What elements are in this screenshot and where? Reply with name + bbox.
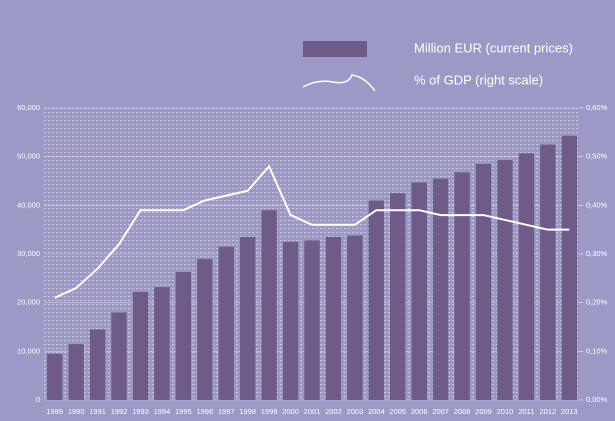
bar: [175, 272, 192, 400]
x-tick-label: 2001: [304, 407, 321, 416]
bar: [197, 258, 213, 400]
bar: [325, 236, 342, 400]
bar: [239, 236, 256, 400]
x-tick-label: 2008: [454, 407, 471, 416]
y-tick-label: 20,000: [17, 298, 40, 307]
x-tick-label: 2003: [347, 407, 364, 416]
y-tick-label: 40,000: [17, 200, 40, 209]
x-tick-label: 2007: [432, 407, 449, 416]
y-tick-label: 30,000: [17, 249, 40, 258]
bar: [561, 135, 577, 401]
bar: [432, 178, 449, 400]
x-tick-label: 2011: [518, 407, 534, 416]
x-tick-label: 2013: [561, 407, 578, 416]
y-tick-label: 50,000: [17, 152, 40, 161]
x-tick-label: 2006: [411, 407, 428, 416]
x-tick-label: 1993: [132, 407, 149, 416]
bar: [132, 291, 149, 400]
bar: [368, 200, 385, 400]
bar: [518, 153, 535, 400]
x-tick-label: 2000: [282, 407, 299, 416]
bar: [454, 172, 470, 400]
x-tick-label: 1999: [261, 407, 278, 416]
bar: [540, 144, 556, 400]
bar: [497, 160, 513, 400]
x-tick-label: 2004: [368, 407, 385, 416]
legend-label: % of GDP (right scale): [414, 72, 543, 87]
bar: [304, 240, 320, 400]
bar: [411, 182, 427, 400]
x-tick-label: 1992: [111, 407, 128, 416]
y2-tick-label: 0,40%: [586, 200, 608, 209]
x-tick-label: 1990: [68, 407, 85, 416]
x-tick-label: 1994: [154, 407, 171, 416]
x-tick-label: 1996: [196, 407, 213, 416]
y2-tick-label: 0,30%: [586, 249, 608, 258]
legend-swatch: [303, 41, 367, 57]
bar: [347, 235, 363, 400]
y-tick-label: 0: [36, 395, 40, 404]
bar: [475, 163, 492, 400]
y2-tick-label: 0,10%: [586, 346, 608, 355]
legend-label: Million EUR (current prices): [414, 40, 573, 55]
bar: [89, 329, 106, 400]
x-tick-label: 1995: [175, 407, 192, 416]
y2-tick-label: 0,50%: [586, 152, 608, 161]
x-tick-label: 2010: [497, 407, 514, 416]
x-tick-label: 2009: [475, 407, 492, 416]
bar: [154, 287, 170, 400]
bar: [390, 193, 406, 400]
legend-swatch: [302, 74, 376, 92]
bar: [218, 246, 234, 400]
x-tick-label: 1998: [239, 407, 256, 416]
y-tick-label: 60,000: [17, 103, 40, 112]
x-tick-label: 2012: [539, 407, 556, 416]
x-tick-label: 2005: [389, 407, 406, 416]
y2-tick-label: 0,60%: [586, 103, 608, 112]
y2-tick-label: 0,20%: [586, 298, 608, 307]
y2-tick-label: 0,00%: [586, 395, 608, 404]
line: [54, 164, 570, 299]
bar: [261, 210, 277, 400]
bar: [282, 241, 299, 400]
x-tick-label: 2002: [325, 407, 342, 416]
x-tick-label: 1997: [218, 407, 235, 416]
x-tick-label: 1989: [46, 407, 63, 416]
bar: [111, 312, 127, 400]
bar: [47, 353, 63, 400]
bar: [68, 344, 84, 400]
y-tick-label: 10,000: [17, 346, 40, 355]
x-tick-label: 1991: [89, 407, 106, 416]
